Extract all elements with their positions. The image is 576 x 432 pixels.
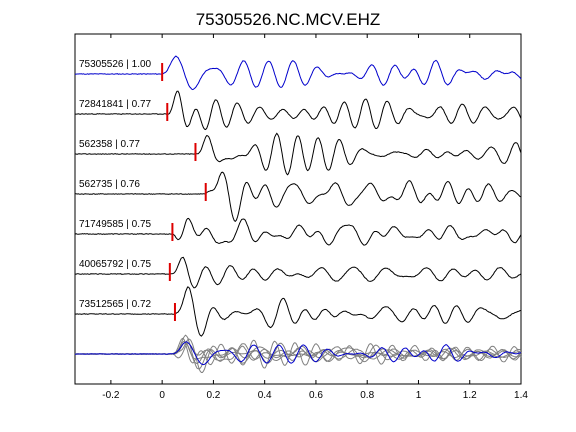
trace-label: 72841841 | 0.77: [79, 99, 152, 110]
x-tick-label: 0.4: [258, 390, 272, 401]
x-tick-label: 0.2: [206, 390, 220, 401]
trace-label: 562735 | 0.76: [79, 179, 140, 190]
x-tick-label: 0.8: [360, 390, 374, 401]
trace-label: 40065792 | 0.75: [79, 259, 152, 270]
trace-6: 40065792 | 0.75: [74, 256, 522, 289]
x-tick-label: 0: [159, 390, 165, 401]
trace-label: 71749585 | 0.75: [79, 219, 152, 230]
trace-4: 562735 | 0.76: [74, 171, 522, 222]
trace-line: [74, 132, 522, 176]
trace-7: 73512565 | 0.72: [74, 286, 522, 337]
trace-line: [74, 171, 522, 222]
trace-label: 75305526 | 1.00: [79, 59, 152, 70]
stack-trace: [74, 341, 521, 366]
traces-layer: 75305526 | 1.00 72841841 | 0.77 562358 | 0…: [74, 55, 522, 337]
trace-line: [74, 256, 522, 289]
trace-line: [74, 286, 522, 337]
x-tick-label: 0.6: [309, 390, 323, 401]
chart-title: 75305526.NC.MCV.EHZ: [196, 10, 381, 29]
trace-2: 72841841 | 0.77: [75, 90, 522, 131]
stacked-traces: [74, 334, 522, 373]
trace-3: 562358 | 0.77: [74, 132, 522, 176]
x-axis: -0.2 0 0.2 0.4 0.6 0.8 1 1.2 1.4: [102, 34, 528, 401]
trace-label: 562358 | 0.77: [79, 139, 140, 150]
x-tick-label: 1.2: [463, 390, 477, 401]
trace-1: 75305526 | 1.00: [74, 55, 522, 91]
axes-frame: [74, 33, 522, 385]
trace-label: 73512565 | 0.72: [79, 299, 152, 310]
trace-5: 71749585 | 0.75: [74, 217, 522, 246]
trace-line: [74, 55, 522, 91]
trace-line: [75, 90, 522, 131]
x-tick-label: -0.2: [102, 390, 120, 401]
trace-line: [74, 217, 522, 246]
x-tick-label: 1: [416, 390, 422, 401]
x-tick-label: 1.4: [514, 390, 528, 401]
